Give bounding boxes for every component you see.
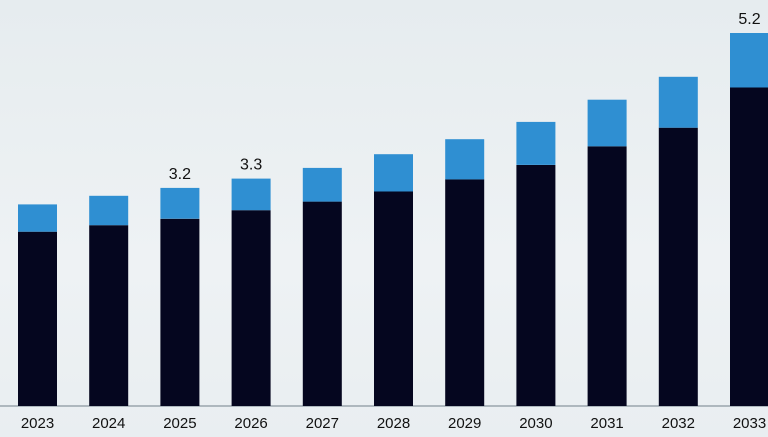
bar-2025-segment-1: [160, 218, 200, 406]
x-tick-labels-group: 2023 2024 2025 2026 2027 2028 2029 2030 2031 2032…: [21, 415, 766, 432]
value-label-2033: 5.2: [738, 11, 760, 28]
bar-2029-segment-1: [445, 179, 485, 406]
bar-2027-segment-1: [302, 201, 342, 406]
bar-2032-segment-1: [658, 127, 698, 406]
x-tick-label: 2033: [733, 415, 766, 432]
value-labels-group: 3.2 3.3 5.2: [169, 11, 761, 183]
bar-2026-segment-1: [231, 210, 271, 406]
x-tick-label: 2029: [448, 415, 481, 432]
x-tick-label: 2032: [662, 415, 695, 432]
x-tick-label: 2024: [92, 415, 125, 432]
x-tick-label: 2030: [519, 415, 552, 432]
bar-2033-segment-1: [730, 87, 768, 406]
bar-2032-segment-2: [658, 76, 698, 128]
bar-2030-segment-1: [516, 165, 556, 406]
bar-2030-segment-2: [516, 121, 556, 165]
bar-2024-segment-1: [89, 225, 129, 406]
x-tick-label: 2026: [234, 415, 267, 432]
bar-2031-segment-1: [587, 146, 627, 407]
bars-group: [18, 33, 768, 407]
value-label-2025: 3.2: [169, 166, 191, 183]
bar-2029-segment-2: [445, 139, 485, 180]
x-tick-label: 2023: [21, 415, 54, 432]
value-label-2026: 3.3: [240, 157, 262, 174]
bar-2028-segment-2: [374, 154, 413, 192]
bar-2026-segment-2: [231, 178, 271, 211]
bar-2033-segment-2: [730, 33, 768, 88]
x-tick-label: 2027: [306, 415, 339, 432]
bar-2024-segment-2: [89, 195, 129, 226]
bar-2023-segment-1: [18, 231, 57, 406]
x-tick-label: 2025: [163, 415, 196, 432]
bar-2031-segment-2: [587, 99, 627, 147]
bar-2027-segment-2: [302, 167, 342, 202]
bar-2028-segment-1: [374, 191, 413, 406]
x-tick-label: 2028: [377, 415, 410, 432]
x-tick-label: 2031: [590, 415, 623, 432]
bar-2025-segment-2: [160, 187, 200, 219]
bar-2023-segment-2: [18, 204, 57, 232]
